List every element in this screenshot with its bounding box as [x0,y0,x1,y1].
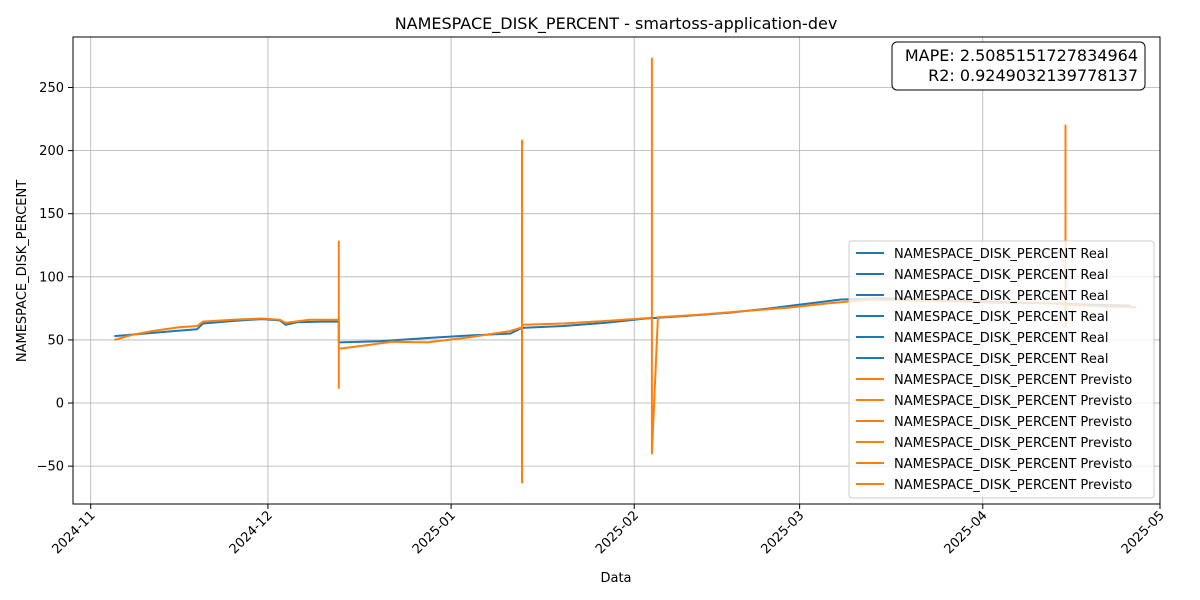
chart-title: NAMESPACE_DISK_PERCENT - smartoss-applic… [395,14,838,34]
legend-label: NAMESPACE_DISK_PERCENT Real [894,310,1108,325]
y-axis: −50 0 50 100 150 200 250 [37,81,73,475]
plot-frame [72,36,1161,505]
y-tick-label: 200 [39,144,64,159]
legend-label: NAMESPACE_DISK_PERCENT Real [894,289,1108,304]
legend-label: NAMESPACE_DISK_PERCENT Previsto [894,478,1132,493]
legend-label: NAMESPACE_DISK_PERCENT Real [894,352,1108,367]
y-tick-label: 50 [47,333,64,348]
y-tick-label: −50 [37,460,64,475]
y-axis-label: NAMESPACE_DISK_PERCENT [15,180,30,362]
metrics-box [891,41,1146,91]
x-axis-label: Data [600,571,631,586]
legend-label: NAMESPACE_DISK_PERCENT Previsto [894,373,1132,388]
legend-label: NAMESPACE_DISK_PERCENT Previsto [894,394,1132,409]
legend-label: NAMESPACE_DISK_PERCENT Previsto [894,415,1132,430]
legend-label: NAMESPACE_DISK_PERCENT Previsto [894,457,1132,472]
r2-label: R2: 0.9249032139778137 [928,66,1138,85]
y-tick-label: 150 [39,207,64,222]
legend-label: NAMESPACE_DISK_PERCENT Real [894,247,1108,262]
mape-label: MAPE: 2.5085151727834964 [905,46,1138,65]
legend-label: NAMESPACE_DISK_PERCENT Real [894,331,1108,346]
y-tick-label: 0 [56,397,64,412]
y-tick-label: 100 [39,270,64,285]
y-tick-label: 250 [39,81,64,96]
legend-label: NAMESPACE_DISK_PERCENT Previsto [894,436,1132,451]
legend-label: NAMESPACE_DISK_PERCENT Real [894,268,1108,283]
legend-box [848,240,1155,499]
legend: NAMESPACE_DISK_PERCENT Real NAMESPACE_DIS… [848,240,1155,499]
metrics-annotation: MAPE: 2.5085151727834964 R2: 0.924903213… [891,41,1146,91]
